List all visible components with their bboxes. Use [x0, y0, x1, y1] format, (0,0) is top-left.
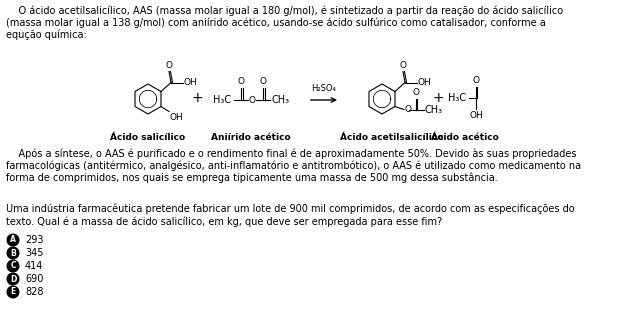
Text: CH₃: CH₃ [425, 105, 443, 115]
Text: 414: 414 [25, 261, 44, 271]
Text: O: O [260, 77, 267, 86]
Text: OH: OH [470, 111, 483, 120]
Text: 345: 345 [25, 248, 44, 258]
Text: O ácido acetilsalicílico, AAS (massa molar igual a 180 g/mol), é sintetizado a p: O ácido acetilsalicílico, AAS (massa mol… [6, 5, 563, 40]
Text: O: O [473, 76, 480, 85]
Text: O: O [405, 105, 412, 114]
Text: Ácido salicílico: Ácido salicílico [111, 133, 186, 142]
Circle shape [7, 286, 19, 298]
Text: H₂SO₄: H₂SO₄ [312, 84, 337, 93]
Text: CH₃: CH₃ [271, 95, 289, 105]
Text: B: B [10, 249, 16, 258]
Circle shape [7, 260, 19, 272]
Circle shape [7, 273, 19, 285]
Text: O: O [248, 96, 255, 105]
Text: O: O [238, 77, 245, 86]
Text: O: O [400, 61, 407, 70]
Text: E: E [10, 288, 15, 297]
Text: Aniírido acético: Aniírido acético [211, 133, 291, 142]
Text: Após a síntese, o AAS é purificado e o rendimento final é de aproximadamente 50%: Após a síntese, o AAS é purificado e o r… [6, 148, 581, 183]
Circle shape [7, 234, 19, 246]
Text: Ácido acetilsalicílico: Ácido acetilsalicílico [340, 133, 444, 142]
Text: H₃C: H₃C [448, 93, 466, 103]
Text: OH: OH [184, 78, 198, 87]
Text: OH: OH [170, 112, 184, 121]
Text: O: O [166, 61, 173, 70]
Text: Ácido acético: Ácido acético [431, 133, 499, 142]
Text: Uma indústria farmacêutica pretende fabricar um lote de 900 mil comprimidos, de : Uma indústria farmacêutica pretende fabr… [6, 204, 575, 227]
Text: +: + [432, 91, 444, 105]
Text: OH: OH [418, 78, 432, 87]
Text: D: D [10, 274, 16, 283]
Text: O: O [413, 88, 420, 97]
Text: +: + [191, 91, 203, 105]
Text: 828: 828 [25, 287, 44, 297]
Text: 293: 293 [25, 235, 44, 245]
Text: H₃C: H₃C [213, 95, 231, 105]
Text: A: A [10, 235, 16, 244]
Text: C: C [10, 261, 16, 270]
Text: 690: 690 [25, 274, 44, 284]
Circle shape [7, 247, 19, 259]
